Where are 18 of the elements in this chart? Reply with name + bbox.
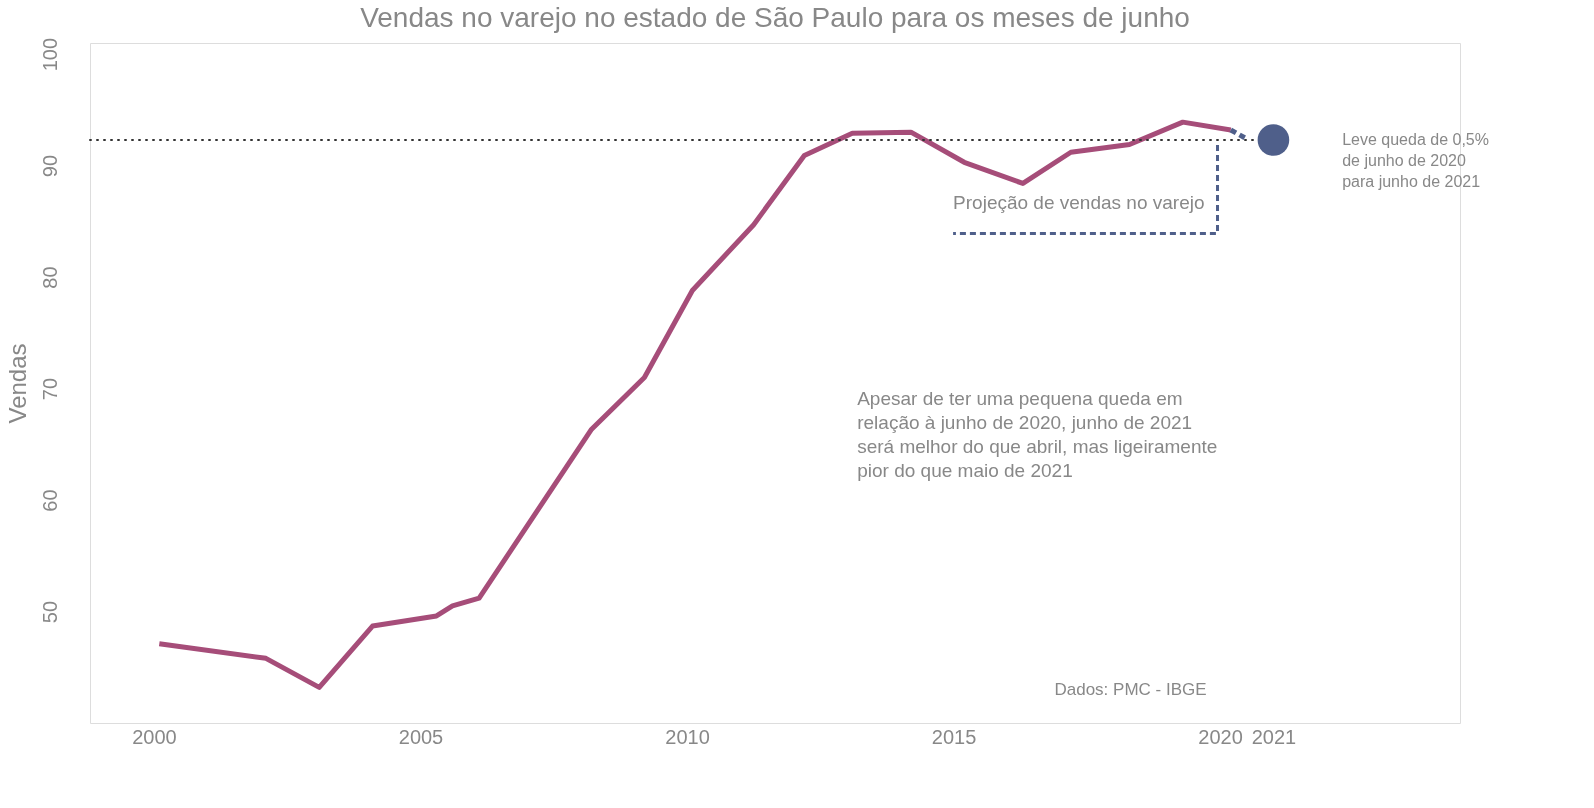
x-tick-label: 2020 bbox=[1198, 725, 1243, 748]
y-tick-label: 90 bbox=[38, 155, 61, 178]
y-axis-title: Vendas bbox=[3, 343, 31, 424]
y-tick-label: 80 bbox=[38, 266, 61, 289]
x-tick-label: 2021 bbox=[1251, 725, 1297, 748]
chart-title: Vendas no varejo no estado de São Paulo para os meses de junho bbox=[360, 2, 1190, 34]
annotation: Projeção de vendas no varejo bbox=[953, 192, 1205, 213]
x-tick-label: 2015 bbox=[931, 725, 977, 748]
annotation: Dados: PMC - IBGE bbox=[1054, 680, 1207, 700]
x-tick-label: 2005 bbox=[398, 725, 444, 748]
x-tick-label: 2000 bbox=[132, 725, 177, 748]
y-tick-label: 100 bbox=[38, 37, 61, 72]
annotation: Leve queda de 0,5% de junho de 2020 para junho de 2021 bbox=[1342, 130, 1489, 190]
y-tick-label: 70 bbox=[38, 377, 61, 401]
y-tick-label: 50 bbox=[38, 600, 61, 624]
x-tick-label: 2010 bbox=[665, 725, 710, 748]
y-tick-label: 60 bbox=[38, 489, 61, 512]
annotation: Apesar de ter uma pequena queda em relação à junho de 2020, junho de 2021 será melhor do que abril, mas ligeiramente pior do que maio de 2021 bbox=[857, 387, 1218, 481]
